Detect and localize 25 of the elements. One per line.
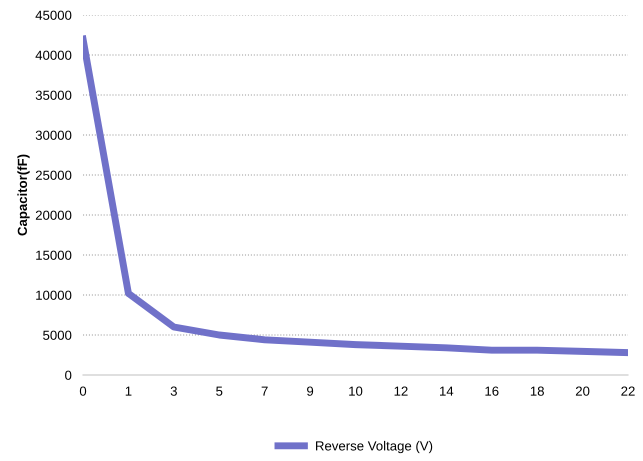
x-tick-label: 7 xyxy=(262,386,268,396)
y-tick-label: 20000 xyxy=(36,210,72,220)
y-tick-label: 5000 xyxy=(43,330,72,340)
y-tick-label: 35000 xyxy=(36,90,72,100)
y-tick-label: 15000 xyxy=(36,250,72,260)
x-tick-label: 18 xyxy=(530,386,544,396)
y-tick-label: 0 xyxy=(65,370,72,380)
y-tick-label: 25000 xyxy=(36,170,72,180)
y-tick-label: 30000 xyxy=(36,130,72,140)
x-tick-label: 20 xyxy=(576,386,590,396)
y-tick-label: 40000 xyxy=(36,50,72,60)
y-tick-label: 10000 xyxy=(36,290,72,300)
y-tick-label: 45000 xyxy=(36,10,72,20)
x-tick-label: 16 xyxy=(485,386,499,396)
x-tick-label: 5 xyxy=(216,386,222,396)
x-tick-label: 22 xyxy=(621,386,635,396)
x-tick-label: 1 xyxy=(126,386,132,396)
y-axis-title: Capacitor(fF) xyxy=(17,154,30,236)
x-tick-label: 3 xyxy=(170,386,177,396)
x-tick-label: 12 xyxy=(394,386,408,396)
x-tick-label: 14 xyxy=(440,386,454,396)
x-tick-label: 0 xyxy=(80,386,86,396)
x-tick-label: 9 xyxy=(307,386,314,396)
x-tick-label: 10 xyxy=(349,386,362,396)
legend-label: Reverse Voltage (V) xyxy=(316,440,432,454)
